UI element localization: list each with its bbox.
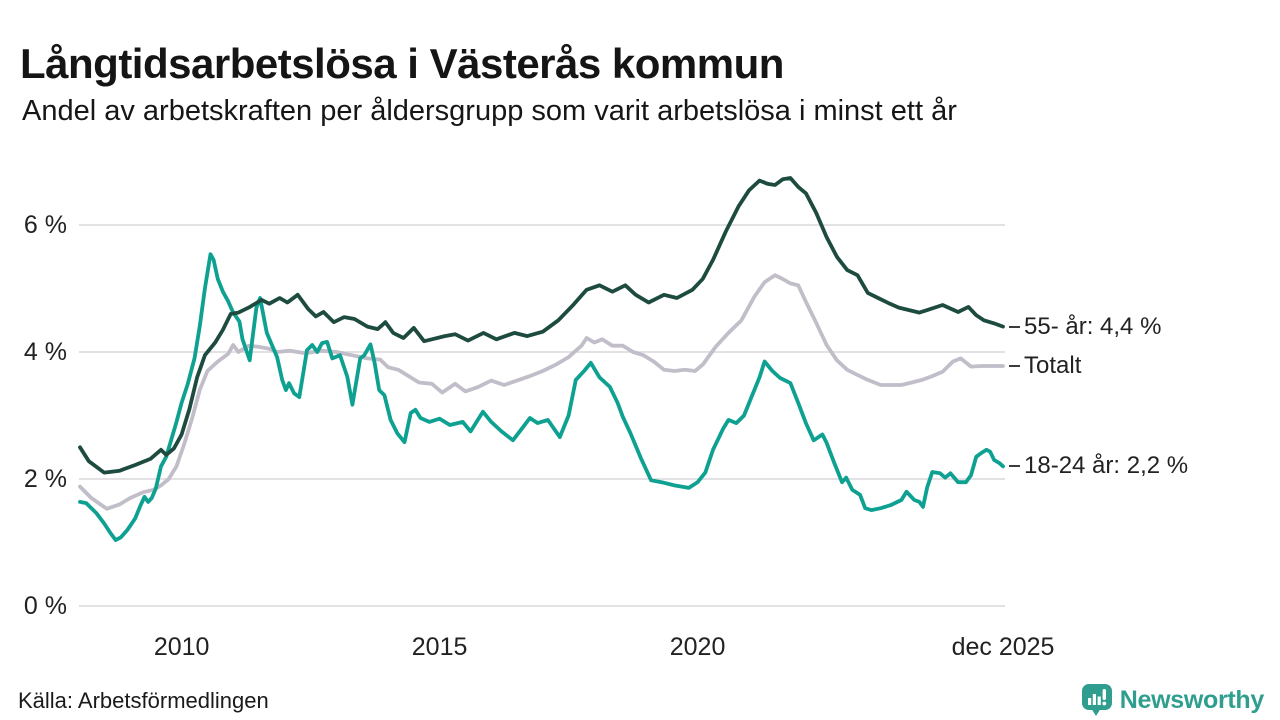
series-label-text: 55- år: 4,4 % (1024, 312, 1162, 340)
x-tick-label-2020: 2020 (669, 633, 726, 661)
brand-logo: Newsworthy (1081, 684, 1265, 717)
series-line-55- år (78, 176, 1005, 475)
x-tick-label-dec-2025: dec 2025 (951, 633, 1055, 661)
x-tick-label-2015: 2015 (411, 633, 468, 661)
y-tick-label-6: 6 % (23, 211, 67, 239)
y-tick-label-0: 0 % (23, 592, 67, 620)
series-label-text: 18-24 år: 2,2 % (1024, 452, 1189, 480)
newsworthy-icon (1081, 684, 1112, 716)
page-subtitle: Andel av arbetskraften per åldersgrupp s… (22, 95, 957, 127)
series-label-55- år: 55- år: 4,4 % (1009, 312, 1161, 342)
series-line-Totalt (78, 273, 1005, 511)
brand-wordmark: Newsworthy (1119, 686, 1265, 714)
y-tick-label-2: 2 % (23, 465, 67, 493)
label-leader-dash (1009, 364, 1020, 367)
series-label-18-24 år: 18-24 år: 2,2 % (1009, 451, 1188, 481)
y-tick-label-4: 4 % (23, 338, 67, 366)
series-line-18-24 år (78, 252, 1005, 542)
label-leader-dash (1009, 325, 1020, 328)
label-leader-dash (1009, 465, 1020, 468)
source-credit: Källa: Arbetsförmedlingen (18, 688, 269, 713)
series-label-Totalt: Totalt (1009, 351, 1081, 381)
series-label-text: Totalt (1024, 351, 1082, 379)
x-tick-label-2010: 2010 (153, 633, 210, 661)
page-title: Långtidsarbetslösa i Västerås kommun (20, 40, 784, 88)
